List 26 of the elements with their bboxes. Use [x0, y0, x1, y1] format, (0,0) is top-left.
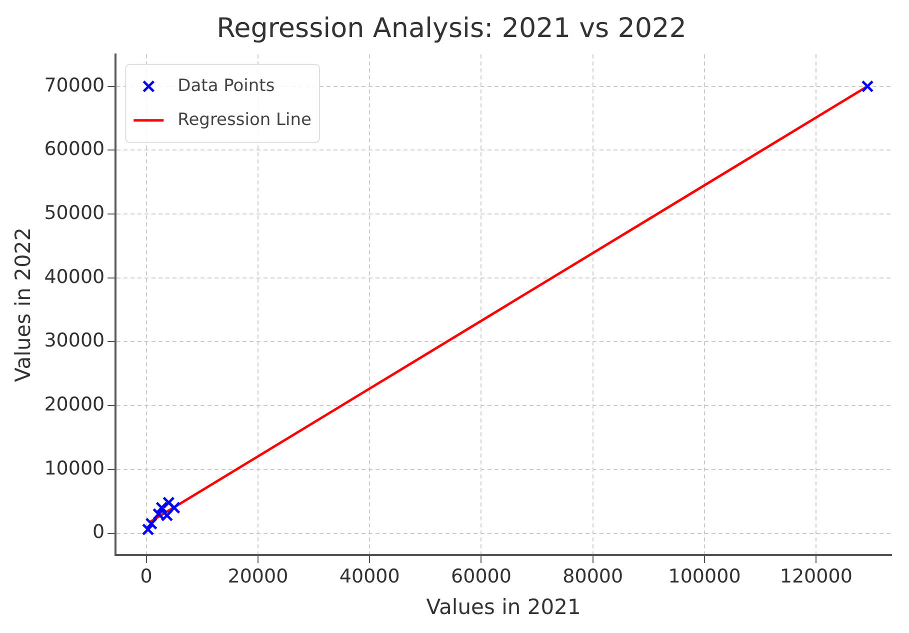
point [142, 523, 154, 536]
x-tick-label: 0 [140, 565, 152, 588]
y-tick-label: 60000 [44, 138, 105, 160]
point [152, 508, 165, 520]
x-tick-label: 100000 [668, 565, 741, 588]
x-axis-title: Values in 2021 [426, 594, 581, 619]
x-tick-label: 80000 [562, 565, 624, 588]
x-tick-label: 60000 [451, 565, 512, 588]
chart-title: Regression Analysis: 2021 vs 2022 [216, 13, 686, 44]
point [168, 502, 180, 514]
x-tick-label: 120000 [780, 565, 852, 588]
y-tick-label: 40000 [44, 266, 105, 288]
point [861, 80, 874, 93]
point [145, 518, 158, 530]
legend-label: Regression Line [178, 110, 312, 130]
y-tick-label: 70000 [44, 74, 105, 96]
x-tick-label: 40000 [339, 565, 400, 588]
y-tick-label: 10000 [44, 457, 105, 480]
y-tick-label: 50000 [44, 202, 105, 224]
x-tick-label: 20000 [228, 565, 288, 588]
y-axis-title: Values in 2022 [11, 227, 36, 382]
y-tick-label: 0 [92, 521, 105, 544]
point [155, 502, 168, 514]
y-tick-label: 20000 [44, 394, 105, 416]
y-tick-label: 30000 [44, 330, 105, 352]
legend-label: Data Points [178, 76, 275, 96]
